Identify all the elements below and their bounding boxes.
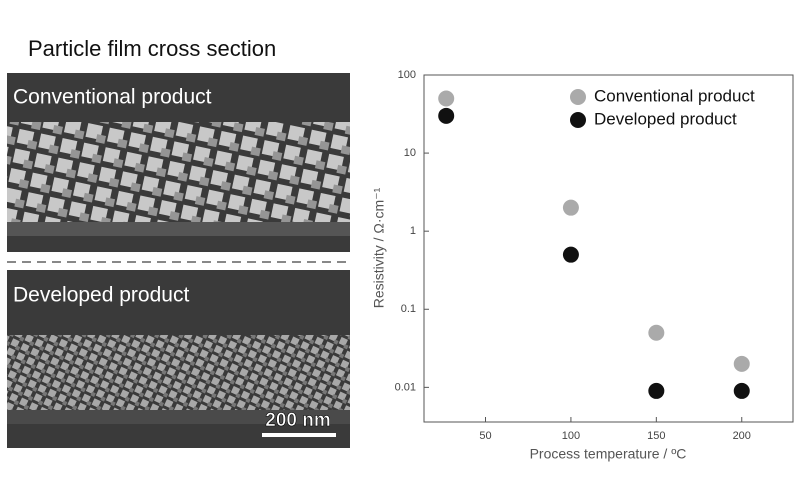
point [438,107,455,124]
legend-label: Developed product [594,109,737,128]
point [562,246,579,263]
micrograph-label: Developed product [13,284,189,307]
micrograph-label: Conventional product [13,86,212,109]
y-tick-label: 10 [404,147,416,159]
point [562,199,579,216]
point [733,382,750,399]
point [438,90,455,107]
plot-frame [423,74,794,423]
legend-label: Conventional product [594,86,755,105]
y-tick-label: 100 [398,69,416,81]
scale-bar-label: 200 nm [265,410,330,431]
micrograph-top [7,73,350,252]
point [733,355,750,372]
x-tick-label: 150 [647,430,665,442]
y-tick-label: 1 [410,225,416,237]
scale-bar [262,433,336,437]
x-tick-label: 200 [733,430,751,442]
x-tick-label: 100 [562,430,580,442]
y-axis-label: Resistivity / Ω·cm⁻¹ [371,187,387,308]
legend-marker [570,89,586,105]
legend-marker [570,112,586,128]
micrograph-bottom [7,270,350,448]
y-tick-label: 0.01 [395,381,416,393]
y-tick-label: 0.1 [401,303,416,315]
point [648,382,665,399]
figure-title: Particle film cross section [28,36,276,61]
x-axis-label: Process temperature / ºC [530,446,687,462]
point [648,324,665,341]
x-tick-label: 50 [479,430,491,442]
